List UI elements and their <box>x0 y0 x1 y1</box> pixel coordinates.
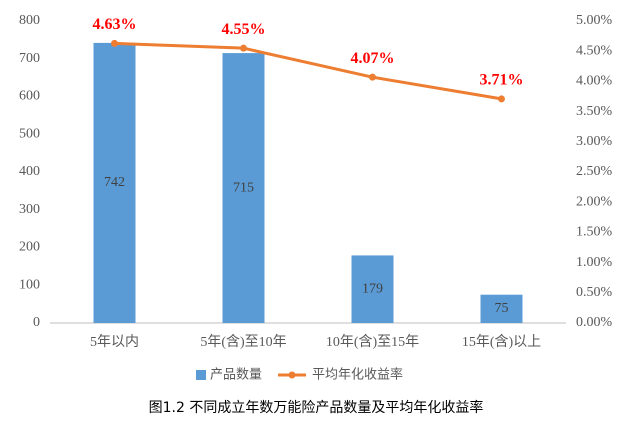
y-tick-label: 600 <box>19 89 40 104</box>
bar-value-label: 75 <box>495 301 509 316</box>
legend-swatch <box>196 370 206 380</box>
y2-tick-label: 2.50% <box>576 164 613 179</box>
y-tick-label: 800 <box>19 13 40 28</box>
chart-caption: 图1.2 不同成立年数万能险产品数量及平均年化收益率 <box>149 399 484 416</box>
line-point <box>111 39 118 47</box>
y2-tick-label: 4.00% <box>576 74 613 89</box>
y2-tick-label: 0.50% <box>576 285 613 300</box>
y-tick-label: 200 <box>19 240 40 255</box>
line-point <box>369 73 376 81</box>
bar-value-label: 179 <box>362 281 383 296</box>
line-value-label: 4.07% <box>351 50 395 67</box>
line <box>114 41 502 101</box>
x-tick-label: 5年(含)至10年 <box>200 334 286 350</box>
bar <box>480 294 523 323</box>
x-tick-label: 5年以内 <box>90 334 139 350</box>
y2-tick-label: 4.50% <box>576 43 613 58</box>
line-point <box>498 95 505 103</box>
y2-tick-label: 0.00% <box>576 315 613 330</box>
line-value-label: 3.71% <box>480 72 524 89</box>
bar-value-label: 742 <box>104 175 125 190</box>
y-tick-label: 100 <box>19 277 40 292</box>
y2-tick-label: 1.00% <box>576 255 613 270</box>
x-tick-label: 10年(含)至15年 <box>326 334 419 350</box>
bar <box>351 255 394 323</box>
y2-tick-label: 3.00% <box>576 134 613 149</box>
bar <box>222 53 265 324</box>
y-tick-label: 400 <box>19 164 40 179</box>
legend-label: 平均年化收益率 <box>312 367 403 383</box>
y2-tick-label: 3.50% <box>576 104 613 119</box>
y2-tick-label: 2.00% <box>576 194 613 209</box>
bar <box>93 42 136 324</box>
line-point <box>240 44 247 52</box>
y2-tick-label: 5.00% <box>576 13 613 28</box>
y-tick-label: 700 <box>19 51 40 66</box>
y2-tick-label: 1.50% <box>576 225 613 240</box>
y-tick-label: 500 <box>19 126 40 141</box>
legend-swatch <box>288 371 296 379</box>
line-value-label: 4.63% <box>93 16 137 33</box>
legend-label: 产品数量 <box>210 368 262 383</box>
line-value-label: 4.55% <box>222 21 266 38</box>
bar-value-label: 715 <box>233 180 254 195</box>
y-tick-label: 0 <box>33 315 40 330</box>
x-tick-label: 15年(含)以上 <box>462 334 541 350</box>
y-tick-label: 300 <box>19 202 40 217</box>
